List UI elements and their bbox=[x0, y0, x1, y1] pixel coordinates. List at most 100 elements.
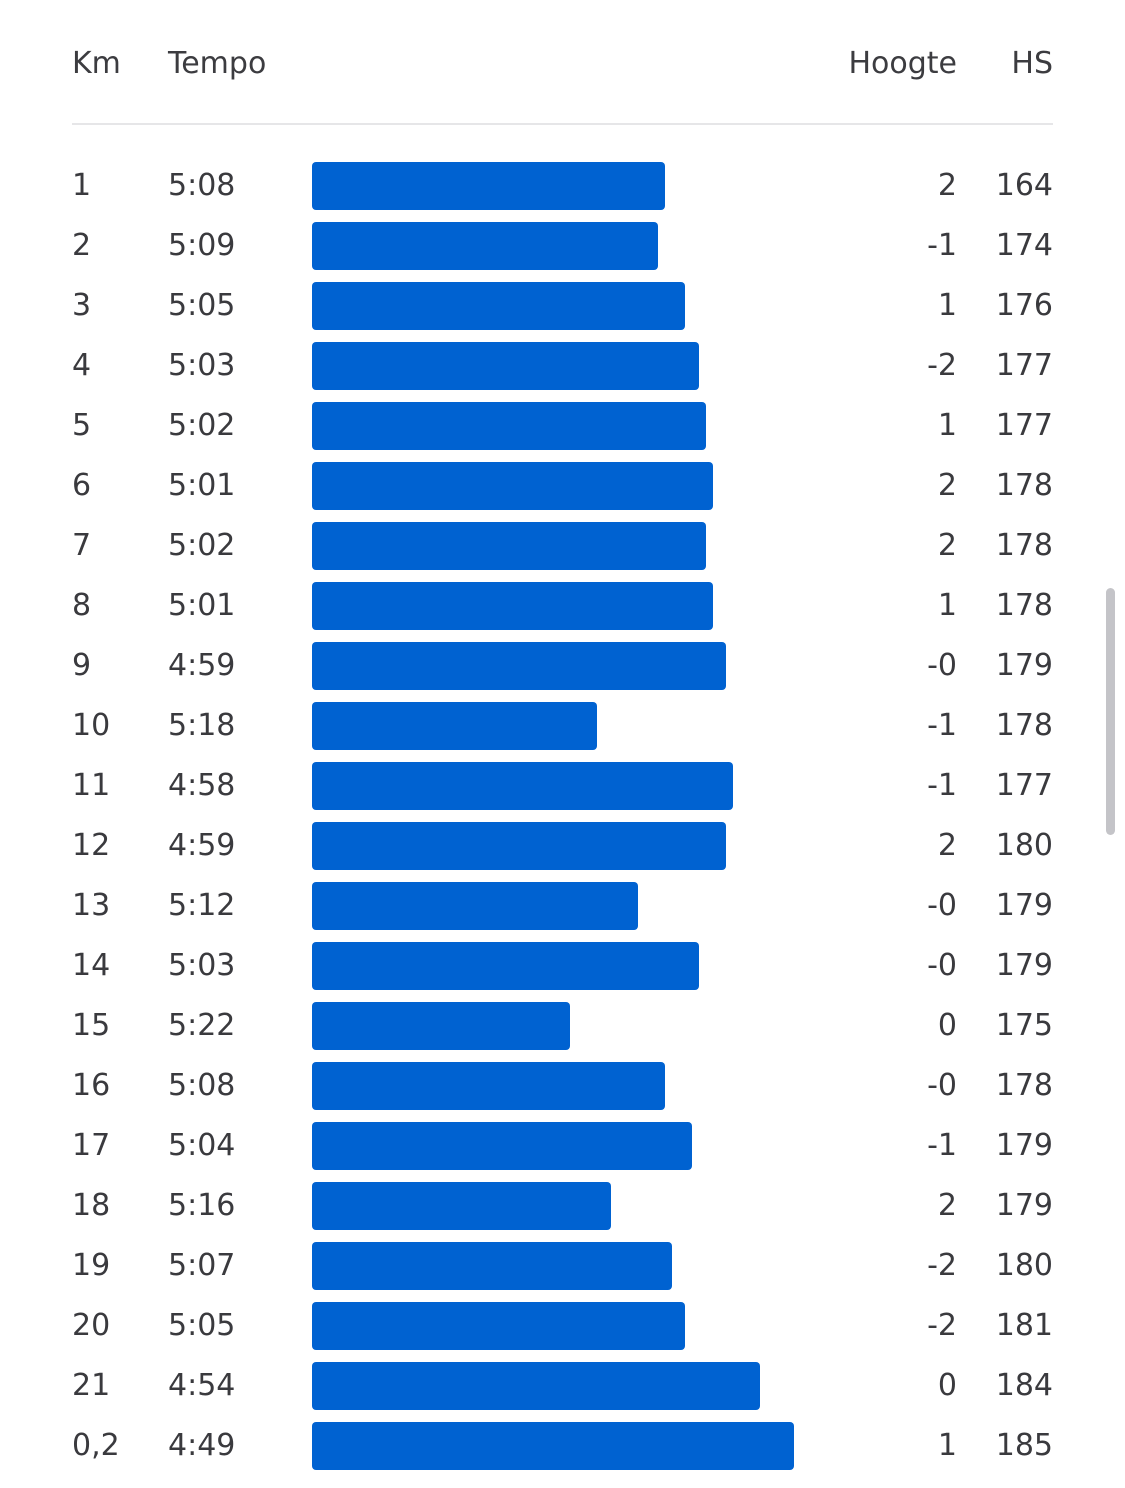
split-elevation: 2 bbox=[937, 528, 957, 563]
split-heart-rate: 177 bbox=[995, 408, 1053, 443]
split-pace: 5:01 bbox=[168, 468, 236, 503]
pace-column-header: Tempo bbox=[168, 46, 267, 81]
pace-bar bbox=[312, 942, 699, 990]
split-km: 8 bbox=[72, 588, 92, 623]
split-elevation: -1 bbox=[927, 228, 957, 263]
split-pace: 5:03 bbox=[168, 948, 236, 983]
split-km: 16 bbox=[72, 1068, 111, 1103]
split-pace: 4:58 bbox=[168, 768, 236, 803]
split-pace: 4:54 bbox=[168, 1368, 236, 1403]
split-elevation: 1 bbox=[937, 588, 957, 623]
split-row: 7 5:02 2 178 bbox=[72, 516, 1053, 576]
split-km: 3 bbox=[72, 288, 92, 323]
split-elevation: -1 bbox=[927, 1128, 957, 1163]
split-km: 7 bbox=[72, 528, 92, 563]
split-elevation: 2 bbox=[937, 828, 957, 863]
split-row: 14 5:03 -0 179 bbox=[72, 936, 1053, 996]
pace-bar bbox=[312, 1062, 666, 1110]
split-km: 2 bbox=[72, 228, 92, 263]
split-km: 20 bbox=[72, 1308, 111, 1343]
split-heart-rate: 179 bbox=[995, 1188, 1053, 1223]
split-km: 4 bbox=[72, 348, 92, 383]
split-elevation: -2 bbox=[927, 1248, 957, 1283]
elevation-column-header: Hoogte bbox=[848, 46, 957, 81]
split-elevation: -0 bbox=[927, 888, 957, 923]
split-km: 12 bbox=[72, 828, 111, 863]
split-row: 8 5:01 1 178 bbox=[72, 576, 1053, 636]
split-row: 16 5:08 -0 178 bbox=[72, 1056, 1053, 1116]
pace-bar bbox=[312, 402, 706, 450]
split-km: 9 bbox=[72, 648, 92, 683]
split-heart-rate: 180 bbox=[995, 1248, 1053, 1283]
pace-bar bbox=[312, 1422, 795, 1470]
split-pace: 5:01 bbox=[168, 588, 236, 623]
split-row: 12 4:59 2 180 bbox=[72, 816, 1053, 876]
split-elevation: -1 bbox=[927, 708, 957, 743]
split-elevation: 0 bbox=[937, 1368, 957, 1403]
pace-bar bbox=[312, 702, 598, 750]
scrollbar[interactable] bbox=[1106, 588, 1115, 835]
pace-bar bbox=[312, 582, 713, 630]
heart-rate-column-header: HS bbox=[1011, 46, 1053, 81]
split-heart-rate: 178 bbox=[995, 468, 1053, 503]
split-km: 14 bbox=[72, 948, 111, 983]
km-column-header: Km bbox=[72, 46, 121, 81]
split-elevation: 2 bbox=[937, 168, 957, 203]
split-elevation: 0 bbox=[937, 1008, 957, 1043]
split-km: 1 bbox=[72, 168, 92, 203]
split-row: 13 5:12 -0 179 bbox=[72, 876, 1053, 936]
split-row: 17 5:04 -1 179 bbox=[72, 1116, 1053, 1176]
split-row: 11 4:58 -1 177 bbox=[72, 756, 1053, 816]
split-heart-rate: 178 bbox=[995, 528, 1053, 563]
pace-bar bbox=[312, 342, 699, 390]
split-heart-rate: 179 bbox=[995, 1128, 1053, 1163]
split-pace: 5:02 bbox=[168, 408, 236, 443]
pace-bar bbox=[312, 1242, 672, 1290]
pace-bar bbox=[312, 222, 659, 270]
split-row: 0,2 4:49 1 185 bbox=[72, 1416, 1053, 1476]
split-row: 19 5:07 -2 180 bbox=[72, 1236, 1053, 1296]
split-pace: 5:05 bbox=[168, 288, 236, 323]
pace-bar bbox=[312, 162, 666, 210]
split-heart-rate: 177 bbox=[995, 348, 1053, 383]
pace-bar bbox=[312, 522, 706, 570]
split-row: 2 5:09 -1 174 bbox=[72, 216, 1053, 276]
split-row: 5 5:02 1 177 bbox=[72, 396, 1053, 456]
split-km: 21 bbox=[72, 1368, 111, 1403]
pace-bar bbox=[312, 762, 733, 810]
split-row: 6 5:01 2 178 bbox=[72, 456, 1053, 516]
header-divider bbox=[72, 123, 1053, 125]
split-pace: 4:49 bbox=[168, 1428, 236, 1463]
splits-table: 1 5:08 2 164 2 5:09 -1 174 3 5:05 1 176 4 5:03 -2 177 5 5… bbox=[72, 156, 1053, 1476]
split-pace: 5:09 bbox=[168, 228, 236, 263]
split-km: 13 bbox=[72, 888, 111, 923]
split-heart-rate: 179 bbox=[995, 888, 1053, 923]
pace-bar bbox=[312, 1002, 570, 1050]
split-row: 9 4:59 -0 179 bbox=[72, 636, 1053, 696]
split-pace: 5:05 bbox=[168, 1308, 236, 1343]
pace-bar bbox=[312, 1122, 693, 1170]
split-km: 10 bbox=[72, 708, 111, 743]
split-pace: 5:04 bbox=[168, 1128, 236, 1163]
pace-bar bbox=[312, 1182, 611, 1230]
split-row: 21 4:54 0 184 bbox=[72, 1356, 1053, 1416]
split-heart-rate: 174 bbox=[995, 228, 1053, 263]
split-elevation: -0 bbox=[927, 648, 957, 683]
split-row: 1 5:08 2 164 bbox=[72, 156, 1053, 216]
split-pace: 5:16 bbox=[168, 1188, 236, 1223]
pace-bar bbox=[312, 282, 686, 330]
split-heart-rate: 178 bbox=[995, 588, 1053, 623]
split-km: 15 bbox=[72, 1008, 111, 1043]
split-km: 11 bbox=[72, 768, 111, 803]
pace-bar bbox=[312, 642, 727, 690]
split-row: 18 5:16 2 179 bbox=[72, 1176, 1053, 1236]
split-km: 18 bbox=[72, 1188, 111, 1223]
split-pace: 5:18 bbox=[168, 708, 236, 743]
split-heart-rate: 179 bbox=[995, 648, 1053, 683]
split-km: 5 bbox=[72, 408, 92, 443]
split-heart-rate: 181 bbox=[995, 1308, 1053, 1343]
split-elevation: -0 bbox=[927, 1068, 957, 1103]
split-elevation: 2 bbox=[937, 468, 957, 503]
split-heart-rate: 164 bbox=[995, 168, 1053, 203]
split-km: 6 bbox=[72, 468, 92, 503]
